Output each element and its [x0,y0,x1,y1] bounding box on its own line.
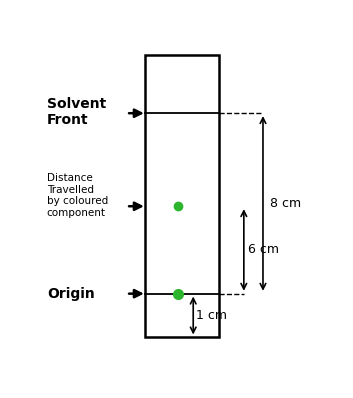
Text: 1 cm: 1 cm [196,309,227,322]
Text: Distance
Travelled
by coloured
component: Distance Travelled by coloured component [47,173,108,218]
Text: Solvent
Front: Solvent Front [47,97,106,127]
Text: 6 cm: 6 cm [248,244,279,256]
Text: Origin: Origin [47,287,95,300]
Bar [145,55,219,338]
Text: 8 cm: 8 cm [270,197,301,210]
